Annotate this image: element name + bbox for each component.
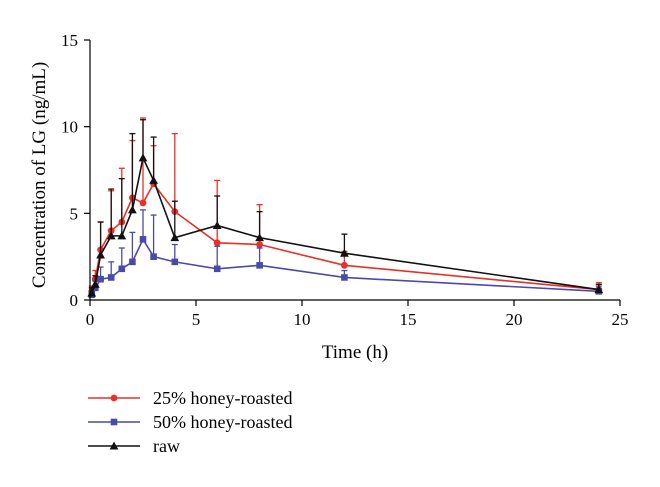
x-axis-label: Time (h) [322, 342, 388, 363]
data-point [129, 258, 136, 266]
legend-item-50-honey-roasted: 50% honey-roasted [88, 412, 292, 432]
data-point [117, 231, 127, 240]
x-tick-label: 25 [612, 310, 629, 329]
legend-label: 50% honey-roasted [153, 412, 292, 432]
data-point [107, 274, 115, 281]
y-tick-label: 15 [61, 31, 78, 50]
series-25-honey-roasted [88, 117, 603, 295]
x-tick-label: 5 [192, 310, 201, 329]
data-point [341, 261, 348, 269]
data-point [212, 221, 222, 229]
x-tick-label: 10 [294, 310, 311, 329]
data-point [256, 241, 263, 248]
legend: 25% honey-roasted 50% honey-roasted raw [88, 388, 292, 456]
y-tick-label: 0 [70, 291, 79, 310]
data-point [118, 265, 126, 273]
data-point [255, 233, 264, 242]
data-point [341, 274, 348, 281]
y-axis-label: Concentration of LG (ng/mL) [29, 62, 50, 288]
data-point [106, 231, 116, 240]
data-point [138, 153, 148, 162]
axes: 0 5 10 15 20 25 0 5 10 15 [61, 31, 629, 329]
data-point [256, 262, 263, 269]
data-point [139, 236, 147, 243]
data-point [149, 176, 158, 184]
legend-label: 25% honey-roasted [153, 388, 292, 408]
y-tick-label: 10 [61, 118, 78, 137]
data-point [96, 250, 105, 259]
series-50-honey-roasted [88, 209, 603, 299]
data-point [170, 233, 180, 242]
data-point [213, 265, 221, 273]
legend-marker [110, 394, 118, 402]
data-point [594, 285, 604, 294]
x-tick-label: 20 [506, 310, 523, 329]
legend-item-raw: raw [88, 436, 180, 456]
x-tick-label: 15 [400, 310, 417, 329]
plot-area [87, 117, 604, 299]
data-point [150, 253, 157, 260]
legend-item-25-honey-roasted: 25% honey-roasted [88, 388, 292, 408]
data-point [340, 248, 349, 257]
data-point [97, 275, 104, 283]
data-point [90, 280, 100, 288]
data-point [213, 239, 221, 247]
data-point [171, 258, 179, 266]
legend-marker [109, 441, 119, 450]
data-point [128, 205, 137, 214]
series-line [91, 155, 599, 294]
data-point [139, 199, 147, 207]
legend-label: raw [153, 436, 180, 456]
x-tick-label: 0 [86, 310, 95, 329]
y-tick-label: 5 [70, 204, 79, 223]
legend-marker [110, 418, 118, 426]
